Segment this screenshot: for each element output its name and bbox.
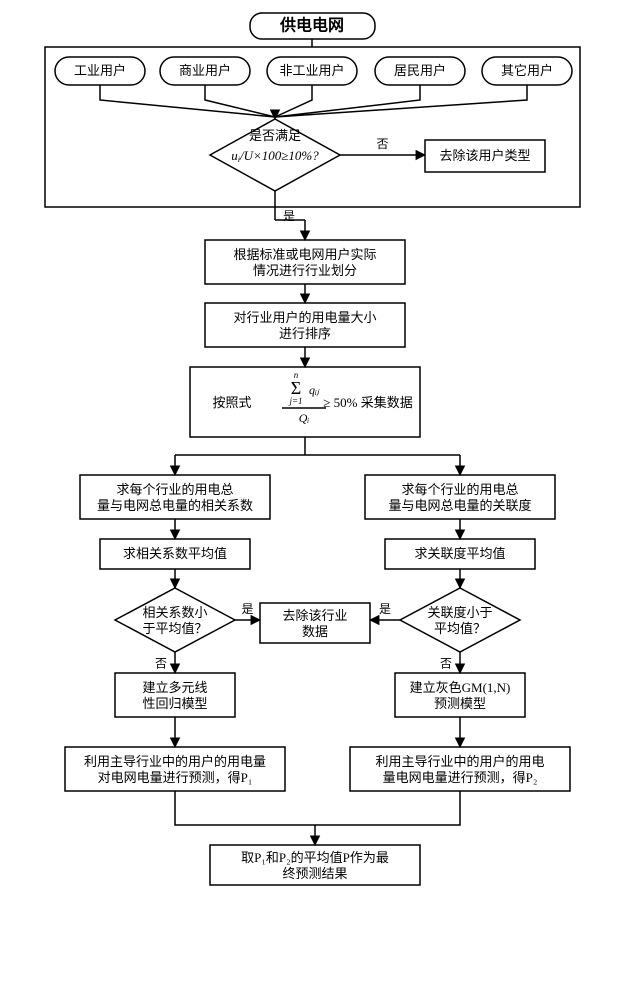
svg-text:Σ: Σ (291, 378, 301, 398)
svg-text:建立灰色GM(1,N): 建立灰色GM(1,N) (410, 680, 511, 695)
svg-text:其它用户: 其它用户 (501, 63, 553, 78)
svg-text:利用主导行业中的用户的用电: 利用主导行业中的用户的用电 (375, 754, 544, 769)
svg-text:供电电网: 供电电网 (279, 16, 344, 35)
svg-text:否: 否 (440, 656, 452, 670)
svg-text:量与电网总电量的关联度: 量与电网总电量的关联度 (388, 498, 531, 513)
svg-text:利用主导行业中的用户的用电量: 利用主导行业中的用户的用电量 (84, 754, 266, 769)
svg-text:n: n (294, 370, 299, 380)
svg-text:数据: 数据 (302, 624, 328, 639)
svg-text:≥ 50% 采集数据: ≥ 50% 采集数据 (323, 395, 412, 410)
svg-text:求关联度平均值: 求关联度平均值 (414, 546, 505, 561)
svg-text:平均值？: 平均值？ (434, 621, 486, 636)
svg-text:性回归模型: 性回归模型 (142, 696, 207, 711)
svg-text:建立多元线: 建立多元线 (142, 680, 207, 695)
svg-text:ui/U×100≥10%?: ui/U×100≥10%? (231, 148, 319, 164)
svg-text:Qᵢ: Qᵢ (299, 411, 310, 425)
svg-text:去除该行业: 去除该行业 (282, 608, 347, 623)
svg-text:是: 是 (379, 602, 391, 616)
svg-text:j=1: j=1 (288, 396, 302, 406)
svg-text:量电网电量进行预测，得P₂: 量电网电量进行预测，得P₂ (383, 770, 538, 785)
svg-text:情况进行行业划分: 情况进行行业划分 (253, 263, 357, 278)
svg-text:求相关系数平均值: 求相关系数平均值 (123, 546, 227, 561)
svg-text:商业用户: 商业用户 (179, 63, 231, 78)
svg-text:相关系数小: 相关系数小 (142, 605, 207, 620)
svg-text:否: 否 (155, 656, 167, 670)
svg-text:去除该用户类型: 去除该用户类型 (439, 148, 530, 163)
svg-text:求每个行业的用电总: 求每个行业的用电总 (116, 482, 233, 497)
svg-text:工业用户: 工业用户 (74, 63, 126, 78)
flowchart-canvas: 供电电网工业用户 商业用户 非工业用户 居民用户 其它用户是否满足 ui/U×100≥10… (5, 5, 620, 995)
svg-text:居民用户: 居民用户 (394, 63, 446, 78)
svg-text:是: 是 (241, 602, 253, 616)
svg-text:否: 否 (376, 137, 388, 151)
svg-text:关联度小于: 关联度小于 (427, 605, 492, 620)
svg-text:qᵢⱼ: qᵢⱼ (309, 383, 320, 397)
svg-text:预测模型: 预测模型 (434, 696, 486, 711)
svg-text:终预测结果: 终预测结果 (282, 866, 347, 881)
svg-text:根据标准或电网用户实际: 根据标准或电网用户实际 (233, 247, 376, 262)
svg-text:求每个行业的用电总: 求每个行业的用电总 (401, 482, 518, 497)
svg-text:是否满足: 是否满足 (249, 128, 301, 143)
svg-text:进行排序: 进行排序 (279, 326, 331, 341)
svg-text:取P₁和P₂的平均值P作为最: 取P₁和P₂的平均值P作为最 (241, 850, 389, 865)
svg-text:量与电网总电量的相关系数: 量与电网总电量的相关系数 (97, 498, 253, 513)
svg-text:非工业用户: 非工业用户 (279, 63, 344, 78)
svg-text:对电网电量进行预测，得P₁: 对电网电量进行预测，得P₁ (98, 770, 253, 785)
svg-text:按照式: 按照式 (212, 395, 251, 410)
svg-text:对行业用户的用电量大小: 对行业用户的用电量大小 (233, 310, 376, 325)
svg-text:于平均值？: 于平均值？ (142, 621, 207, 636)
